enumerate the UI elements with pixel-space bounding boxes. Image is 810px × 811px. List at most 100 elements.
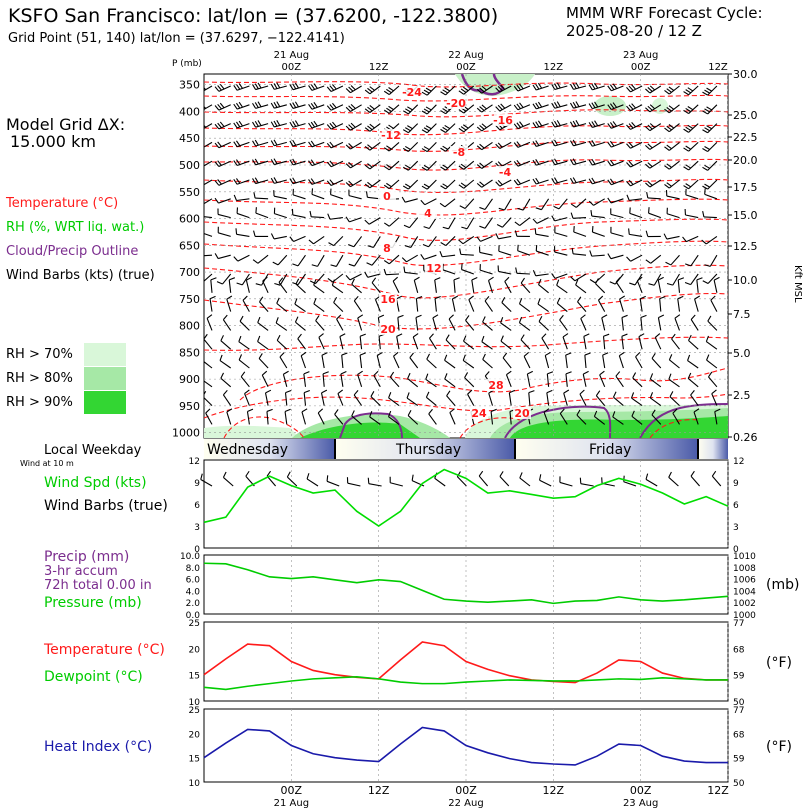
wind-barb: [311, 254, 325, 267]
wind-barb: [289, 101, 306, 109]
wind-barb: [696, 277, 703, 293]
wind-barb: [295, 278, 306, 294]
wind-barb: [607, 83, 624, 92]
wind-barb: [440, 160, 456, 171]
wind-barb: [364, 85, 381, 95]
wind-barb: [270, 233, 287, 240]
wind-barb: [672, 408, 680, 425]
wind-barb: [228, 277, 236, 293]
wind-barb: [607, 102, 624, 111]
contour-label: -4: [499, 166, 512, 179]
wind-barb: [420, 254, 437, 260]
wind-barb: [651, 353, 662, 369]
wind-barb: [646, 191, 661, 200]
wind-barb: [252, 101, 269, 109]
precip-tick: 10.0: [180, 552, 200, 562]
wind-barb: [458, 235, 475, 245]
bottom-tick-label: 12Z: [543, 784, 565, 797]
wind-barb: [518, 298, 531, 313]
wind-barb: [220, 372, 232, 388]
wind-barb: [490, 408, 497, 425]
wind-barb: [520, 334, 531, 350]
wind-barb: [367, 236, 381, 248]
wind-barb: [351, 410, 362, 425]
wind-barb: [702, 179, 718, 190]
wind-barb: [588, 140, 605, 147]
wind-barb: [534, 228, 549, 237]
kft-tick-label: 15.0: [733, 209, 758, 222]
wind-barb: [222, 314, 232, 331]
wind-barb: [401, 196, 418, 203]
precip-accum-label: 3-hr accum: [44, 564, 118, 579]
wind-barb: [337, 389, 344, 406]
wind-barb: [292, 188, 306, 200]
precip-total-label: 72h total 0.00 in: [44, 578, 152, 593]
legend-rh70: RH > 70%: [6, 347, 73, 362]
precip-label: Precip (mm): [44, 549, 129, 565]
temperature-contour: [204, 218, 728, 241]
wind-barb: [683, 179, 699, 190]
contour-label: -16: [493, 114, 513, 127]
wind-barb: [421, 142, 437, 153]
wind-barb: [458, 123, 475, 133]
wind-barb: [255, 207, 269, 219]
axis-labels: 12963012963010.08.06.04.02.00.0101010081…: [180, 457, 756, 789]
dewpoint-label: Dewpoint (°C): [44, 669, 143, 685]
wind-barb: [204, 216, 213, 219]
wind-barb: [659, 296, 666, 312]
wind-barb: [645, 473, 658, 487]
temperature-contour: [204, 109, 728, 118]
wind-barb: [204, 390, 213, 406]
wind-barb: [204, 141, 213, 148]
wind-barb: [551, 139, 568, 147]
wind-barb: [303, 390, 310, 406]
wind-barb: [710, 295, 718, 312]
wind-barb: [610, 208, 624, 219]
wind-barb: [233, 140, 250, 148]
wind-barb: [420, 198, 437, 206]
wind-barb: [645, 141, 662, 150]
wind-barb: [413, 276, 420, 293]
wind-barb: [684, 208, 699, 219]
wind-barb: [523, 351, 531, 369]
weekday-segment: [698, 439, 728, 459]
wind-barb: [345, 122, 362, 131]
wind-barb: [513, 121, 531, 130]
wind-barb: [214, 102, 231, 111]
wind-barb: [421, 123, 437, 134]
kft-tick-label: 5.0: [733, 347, 751, 360]
wind-barb: [364, 104, 381, 113]
wind-barb: [618, 351, 625, 369]
wind-barb: [693, 408, 700, 425]
wind-barb: [636, 276, 643, 294]
wind-barb: [665, 190, 680, 200]
wind-barb: [513, 83, 531, 92]
wind-barb: [671, 333, 680, 350]
wind-barb: [421, 160, 437, 171]
wind-barb: [463, 335, 475, 350]
wind-barb: [425, 373, 437, 388]
wind-barb: [476, 235, 493, 242]
wind-barb: [517, 244, 531, 256]
wind-barb: [645, 179, 662, 188]
weekday-segment: [204, 439, 335, 459]
wind-barb: [327, 213, 343, 220]
wind-barb: [426, 353, 437, 369]
wind-barb: [315, 315, 325, 331]
wind-barb: [421, 85, 437, 96]
wind-barb: [702, 210, 717, 219]
wind-barb: [422, 236, 437, 248]
wind-barb: [668, 373, 680, 388]
wind-barb: [270, 120, 287, 128]
wind-barb: [462, 354, 475, 369]
wind-barb: [252, 82, 269, 91]
forecast-cycle-value: 2025-08-20 / 12 Z: [566, 22, 702, 40]
wind-barb: [440, 236, 456, 247]
wind-barb: [551, 273, 568, 279]
kft-tick-label: 10.0: [733, 274, 758, 287]
heat-index-label: Heat Index (°C): [44, 739, 152, 755]
wind-barb: [204, 373, 213, 388]
pressure-tick: 1008: [733, 564, 756, 574]
model-grid-value: 15.000 km: [10, 132, 96, 151]
wind-barb: [562, 333, 569, 350]
